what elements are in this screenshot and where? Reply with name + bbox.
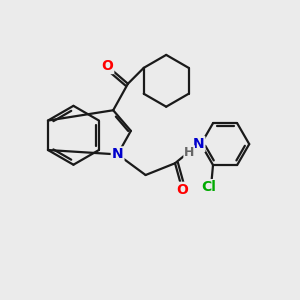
Text: Cl: Cl (201, 180, 216, 194)
Text: N: N (193, 137, 204, 151)
Text: N: N (112, 147, 123, 161)
Text: O: O (176, 183, 188, 197)
Text: O: O (101, 59, 113, 73)
Text: H: H (184, 146, 194, 159)
